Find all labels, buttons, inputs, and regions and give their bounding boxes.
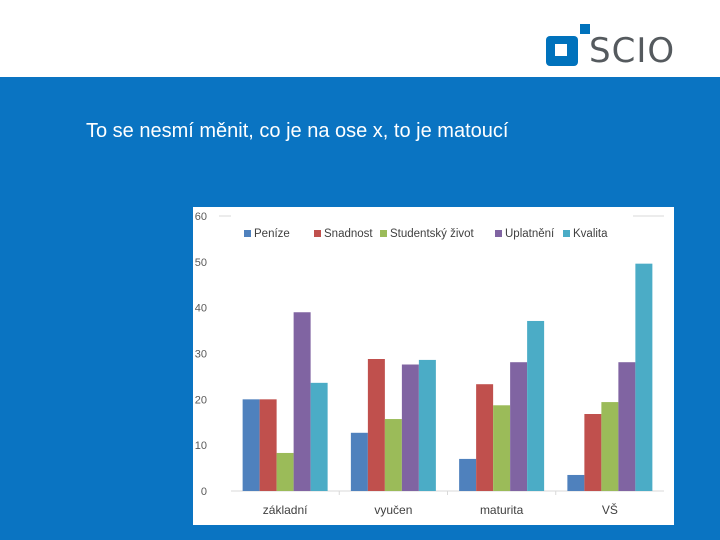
bar (401, 364, 419, 491)
bar (584, 414, 602, 491)
x-tick-label: maturita (480, 503, 524, 517)
legend-swatch (495, 230, 502, 237)
slide-header: SCIO (0, 0, 720, 77)
logo-mark-icon (546, 36, 578, 66)
bar (510, 362, 528, 491)
y-tick-label: 60 (195, 211, 207, 223)
logo-dot-icon (580, 24, 590, 34)
bar-chart: 0 10 20 30 40 50 60 základní vyučen maturita VŠ Pen… (193, 207, 674, 525)
bar (493, 405, 511, 491)
legend-swatch (314, 230, 321, 237)
bar (635, 263, 653, 491)
bar (350, 432, 368, 491)
bar (418, 359, 436, 491)
legend-swatch (380, 230, 387, 237)
bar (293, 312, 311, 491)
bar (310, 382, 328, 491)
bar (567, 474, 585, 491)
bar (476, 384, 494, 491)
y-tick-label: 20 (195, 394, 207, 406)
legend-label: Snadnost (324, 228, 373, 240)
chart-svg: 0 10 20 30 40 50 60 základní vyučen maturita VŠ Pen… (195, 211, 664, 517)
y-tick-label: 30 (195, 349, 207, 361)
bar (367, 359, 385, 491)
slide-text: To se nesmí měnit, co je na ose x, to je… (86, 120, 509, 142)
bar (459, 458, 477, 491)
legend-label: Kvalita (573, 228, 608, 240)
x-tick-label: VŠ (602, 502, 618, 517)
bar (242, 399, 260, 491)
logo-text: SCIO (589, 31, 676, 71)
bar (259, 399, 277, 491)
bar (384, 419, 402, 491)
bar (276, 452, 294, 491)
legend-label: Studentský život (390, 228, 475, 240)
legend-label: Uplatnění (505, 228, 555, 240)
scio-logo: SCIO (546, 24, 686, 70)
y-tick-label: 0 (201, 486, 207, 498)
legend-swatch (244, 230, 251, 237)
y-tick-label: 50 (195, 257, 207, 269)
y-tick-label: 40 (195, 303, 207, 315)
bar (601, 402, 619, 491)
bar (618, 362, 636, 491)
legend-label: Peníze (254, 228, 290, 240)
x-tick-label: základní (263, 503, 308, 517)
legend-swatch (563, 230, 570, 237)
x-tick-label: vyučen (374, 503, 412, 517)
bar (527, 320, 545, 491)
y-tick-label: 10 (195, 440, 207, 452)
